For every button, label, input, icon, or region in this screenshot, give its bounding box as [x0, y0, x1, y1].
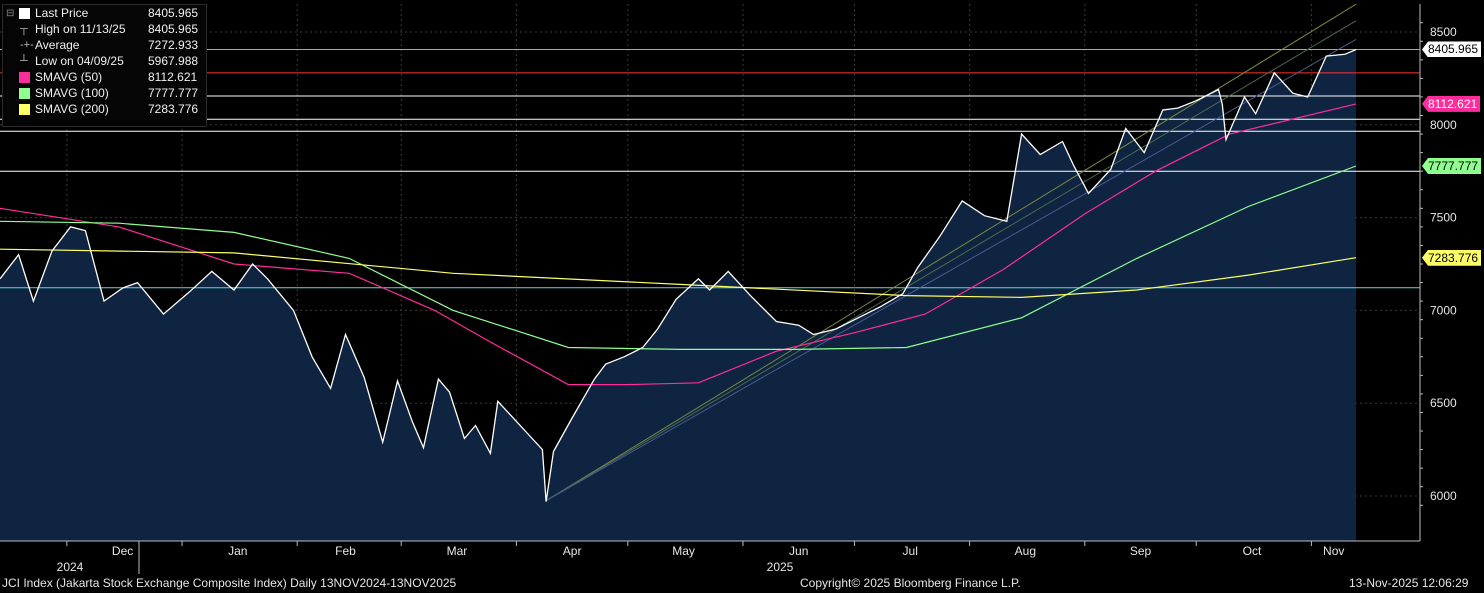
legend-row-last-price: Last Price 8405.965 [3, 5, 206, 21]
smavg-200-swatch [19, 104, 30, 115]
legend-value: 7283.776 [148, 102, 199, 116]
copyright-text: Copyright© 2025 Bloomberg Finance L.P. [800, 576, 1021, 590]
legend-label: SMAVG (200) [35, 102, 109, 116]
y-tick-label: 6000 [1430, 489, 1457, 503]
y-tick-label: 6500 [1430, 396, 1457, 410]
x-month-label: Aug [1015, 544, 1036, 558]
low-marker-icon: ┴ [20, 55, 28, 67]
x-month-label: Mar [447, 544, 468, 558]
legend-value: 7272.933 [148, 38, 199, 52]
y-tick-label: 8500 [1430, 25, 1457, 39]
collapse-icon[interactable]: ⊟ [6, 8, 15, 19]
x-month-label: Dec [112, 544, 133, 558]
legend-label: Last Price [35, 6, 89, 20]
series-line-smavg-200- [0, 248, 1357, 299]
x-month-label: Feb [335, 544, 356, 558]
legend-value: 8405.965 [148, 22, 199, 36]
x-year-label: 2025 [767, 560, 794, 574]
series-line-last-price [0, 48, 1357, 502]
legend-label: SMAVG (100) [35, 86, 109, 100]
x-month-label: Jun [789, 544, 808, 558]
legend-row-average: -+- Average 7272.933 [3, 37, 206, 53]
x-month-label: Jul [903, 544, 918, 558]
x-month-label: Nov [1323, 544, 1344, 558]
trend-line [545, 38, 1357, 502]
y-tick-label: 7500 [1430, 211, 1457, 225]
legend-row-high: ┬ High on 11/13/25 8405.965 [3, 21, 206, 37]
legend-panel: ⊟ Last Price 8405.965 ┬ High on 11/13/25… [2, 4, 207, 127]
smavg-50-swatch [19, 72, 30, 83]
legend-label: High on 11/13/25 [35, 22, 126, 36]
legend-row-low: ┴ Low on 04/09/25 5967.988 [3, 53, 206, 69]
timestamp: 13-Nov-2025 12:06:29 [1349, 576, 1469, 590]
legend-value: 5967.988 [148, 54, 199, 68]
legend-label: Low on 04/09/25 [35, 54, 124, 68]
price-tag: 8405.965 [1422, 41, 1482, 58]
y-tick-label: 8000 [1430, 118, 1457, 132]
legend-value: 7777.777 [148, 86, 199, 100]
legend-row-smavg-100: SMAVG (100) 7777.777 [3, 85, 206, 101]
price-tag: 7777.777 [1422, 158, 1482, 175]
series-line-smavg-100- [0, 165, 1357, 350]
legend-label: Average [35, 38, 80, 52]
price-tag: 7283.776 [1422, 249, 1482, 266]
price-tag: 8112.621 [1422, 95, 1481, 112]
legend-label: SMAVG (50) [35, 70, 103, 84]
legend-value: 8405.965 [148, 6, 199, 20]
legend-value: 8112.621 [148, 70, 198, 84]
price-area [0, 49, 1356, 541]
legend-row-smavg-50: SMAVG (50) 8112.621 [3, 69, 206, 85]
x-month-label: May [672, 544, 695, 558]
series-line-smavg-50- [0, 103, 1357, 386]
y-tick-label: 7000 [1430, 303, 1457, 317]
high-marker-icon: ┬ [20, 23, 28, 35]
last-price-swatch [19, 8, 30, 19]
legend-row-smavg-200: SMAVG (200) 7283.776 [3, 101, 206, 117]
x-year-label: 2024 [57, 560, 84, 574]
x-month-label: Oct [1243, 544, 1262, 558]
x-month-label: Sep [1130, 544, 1152, 558]
average-marker-icon: -+- [20, 39, 34, 51]
x-month-label: Apr [563, 544, 582, 558]
trend-line [545, 3, 1357, 502]
smavg-100-swatch [19, 88, 30, 99]
x-month-label: Jan [228, 544, 247, 558]
chart-title: JCI Index (Jakarta Stock Exchange Compos… [2, 576, 457, 590]
